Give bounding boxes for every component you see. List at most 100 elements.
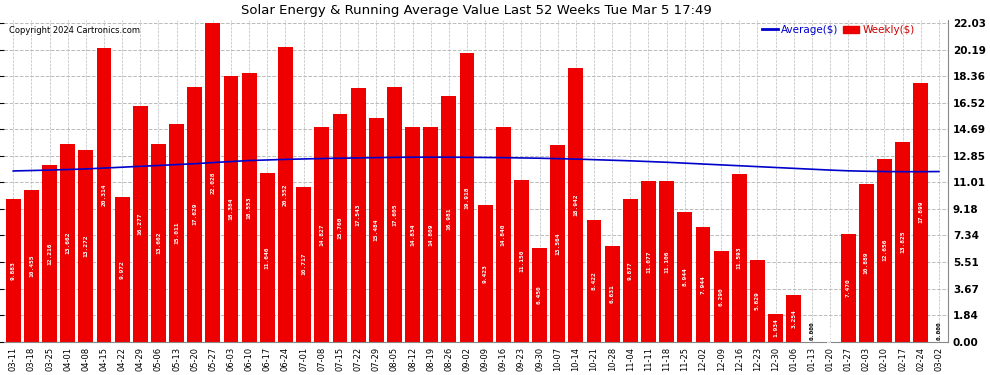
Text: 14.834: 14.834 [410,223,415,246]
Text: 17.629: 17.629 [192,203,197,225]
Text: 7.944: 7.944 [701,275,706,294]
Bar [260,173,275,342]
Bar [97,48,112,342]
Bar [642,182,656,342]
Bar [405,127,420,342]
Text: 15.011: 15.011 [174,222,179,245]
Bar [568,68,583,342]
Bar [514,180,529,342]
Text: 10.455: 10.455 [29,255,34,278]
Text: 6.290: 6.290 [719,287,724,306]
Bar [333,114,347,342]
Bar [677,212,692,342]
Bar [6,199,21,342]
Bar [350,88,365,342]
Text: 3.254: 3.254 [791,309,796,327]
Text: 11.077: 11.077 [646,251,651,273]
Bar [43,165,57,342]
Text: 6.450: 6.450 [538,286,543,304]
Bar [605,246,620,342]
Text: 14.827: 14.827 [320,223,325,246]
Text: 18.553: 18.553 [247,196,251,219]
Bar [859,184,874,342]
Text: 16.981: 16.981 [446,208,451,230]
Bar [187,87,202,342]
Bar [496,127,511,342]
Text: 9.877: 9.877 [628,261,633,280]
Bar [550,146,565,342]
Text: 17.605: 17.605 [392,203,397,226]
Bar [659,181,674,342]
Text: 0.000: 0.000 [810,321,815,339]
Bar [60,144,75,342]
Text: 9.423: 9.423 [483,264,488,283]
Text: 12.656: 12.656 [882,239,887,261]
Text: Copyright 2024 Cartronics.com: Copyright 2024 Cartronics.com [9,26,140,35]
Bar [732,174,746,342]
Text: 20.314: 20.314 [102,183,107,206]
Bar [224,76,239,342]
Bar [424,128,439,342]
Text: 14.809: 14.809 [429,224,434,246]
Bar [459,54,474,342]
Bar [24,190,39,342]
Bar [387,87,402,342]
Text: 11.646: 11.646 [265,246,270,269]
Text: 8.944: 8.944 [682,268,687,286]
Text: 9.883: 9.883 [11,261,16,280]
Text: 13.272: 13.272 [83,234,88,257]
Bar [115,197,130,342]
Bar [169,124,184,342]
Text: 9.972: 9.972 [120,260,125,279]
Text: 13.825: 13.825 [900,230,905,253]
Text: 7.470: 7.470 [845,278,850,297]
Bar [696,227,711,342]
Bar [877,159,892,342]
Bar [478,206,493,342]
Text: 11.150: 11.150 [519,250,524,272]
Text: 11.106: 11.106 [664,250,669,273]
Bar [768,314,783,342]
Legend: Average($), Weekly($): Average($), Weekly($) [762,25,915,35]
Bar [895,142,910,342]
Text: 20.352: 20.352 [283,183,288,206]
Text: 11.593: 11.593 [737,247,742,269]
Bar [533,248,547,342]
Bar [78,150,93,342]
Text: 10.889: 10.889 [864,252,869,274]
Text: 10.717: 10.717 [301,253,306,275]
Text: 13.564: 13.564 [555,232,560,255]
Text: 5.629: 5.629 [755,292,760,310]
Text: 13.662: 13.662 [65,232,70,254]
Text: 6.631: 6.631 [610,284,615,303]
Bar [278,47,293,342]
Bar [133,106,148,342]
Text: 18.384: 18.384 [229,198,234,220]
Text: 19.918: 19.918 [464,186,469,209]
Text: 8.422: 8.422 [592,272,597,290]
Text: 18.942: 18.942 [573,194,578,216]
Text: 16.277: 16.277 [138,213,143,235]
Bar [714,251,729,342]
Bar [242,73,256,342]
Bar [442,96,456,342]
Text: 12.216: 12.216 [48,242,52,265]
Bar [315,127,330,342]
Text: 15.484: 15.484 [374,218,379,241]
Bar [206,23,221,342]
Text: 14.840: 14.840 [501,223,506,246]
Title: Solar Energy & Running Average Value Last 52 Weeks Tue Mar 5 17:49: Solar Energy & Running Average Value Las… [241,4,712,17]
Bar [750,260,765,342]
Text: 0.013: 0.013 [828,325,833,344]
Bar [296,187,311,342]
Text: 1.934: 1.934 [773,318,778,337]
Bar [623,199,638,342]
Text: 15.760: 15.760 [338,216,343,239]
Text: 17.543: 17.543 [355,204,360,226]
Text: 0.000: 0.000 [937,321,941,339]
Bar [587,220,602,342]
Text: 13.662: 13.662 [156,232,161,254]
Text: 22.028: 22.028 [211,171,216,194]
Bar [914,83,929,342]
Bar [841,234,855,342]
